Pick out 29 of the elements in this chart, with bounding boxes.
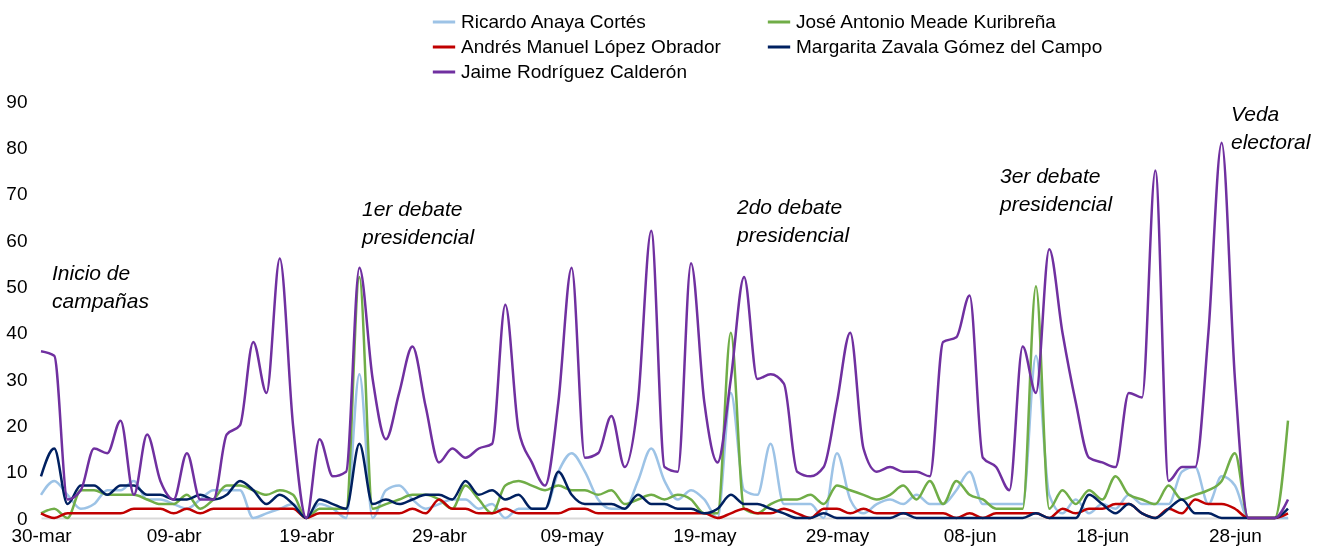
line-series: [39, 442, 1290, 520]
x-tick-label: 19-may: [673, 524, 737, 546]
annotation: Veda electoral: [1231, 102, 1312, 153]
x-tick-label: 09-abr: [146, 524, 203, 546]
y-tick-label: 80: [6, 136, 28, 158]
annotation: 3er debate presidencial: [999, 164, 1114, 215]
legend-label: Ricardo Anaya Cortés: [461, 11, 646, 32]
y-tick-label: 10: [6, 461, 28, 483]
annotation: 2do debate presidencial: [736, 195, 851, 246]
y-tick-label: 40: [6, 322, 28, 344]
y-tick-label: 20: [6, 414, 28, 436]
x-tick-label: 09-may: [540, 524, 605, 546]
legend-label: Andrés Manuel López Obrador: [461, 36, 722, 57]
annotation: 1er debate presidencial: [361, 197, 476, 248]
x-tick-label: 18-jun: [1076, 524, 1130, 546]
y-tick-label: 50: [6, 275, 28, 297]
x-tick-label: 29-may: [805, 524, 870, 546]
y-tick-label: 90: [6, 90, 28, 112]
x-tick-label: 29-abr: [412, 524, 468, 546]
x-tick-label: 19-abr: [279, 524, 335, 546]
legend-label: Margarita Zavala Gómez del Campo: [796, 36, 1103, 57]
y-tick-label: 30: [6, 368, 28, 390]
legend-label: José Antonio Meade Kuribreña: [796, 11, 1057, 32]
x-tick-label: 08-jun: [943, 524, 997, 546]
legend-label: Jaime Rodríguez Calderón: [461, 61, 688, 82]
y-tick-label: 60: [6, 229, 28, 251]
x-tick-label: 28-jun: [1209, 524, 1262, 546]
annotation: Inicio de campañas: [52, 261, 150, 312]
y-tick-label: 70: [6, 183, 28, 205]
